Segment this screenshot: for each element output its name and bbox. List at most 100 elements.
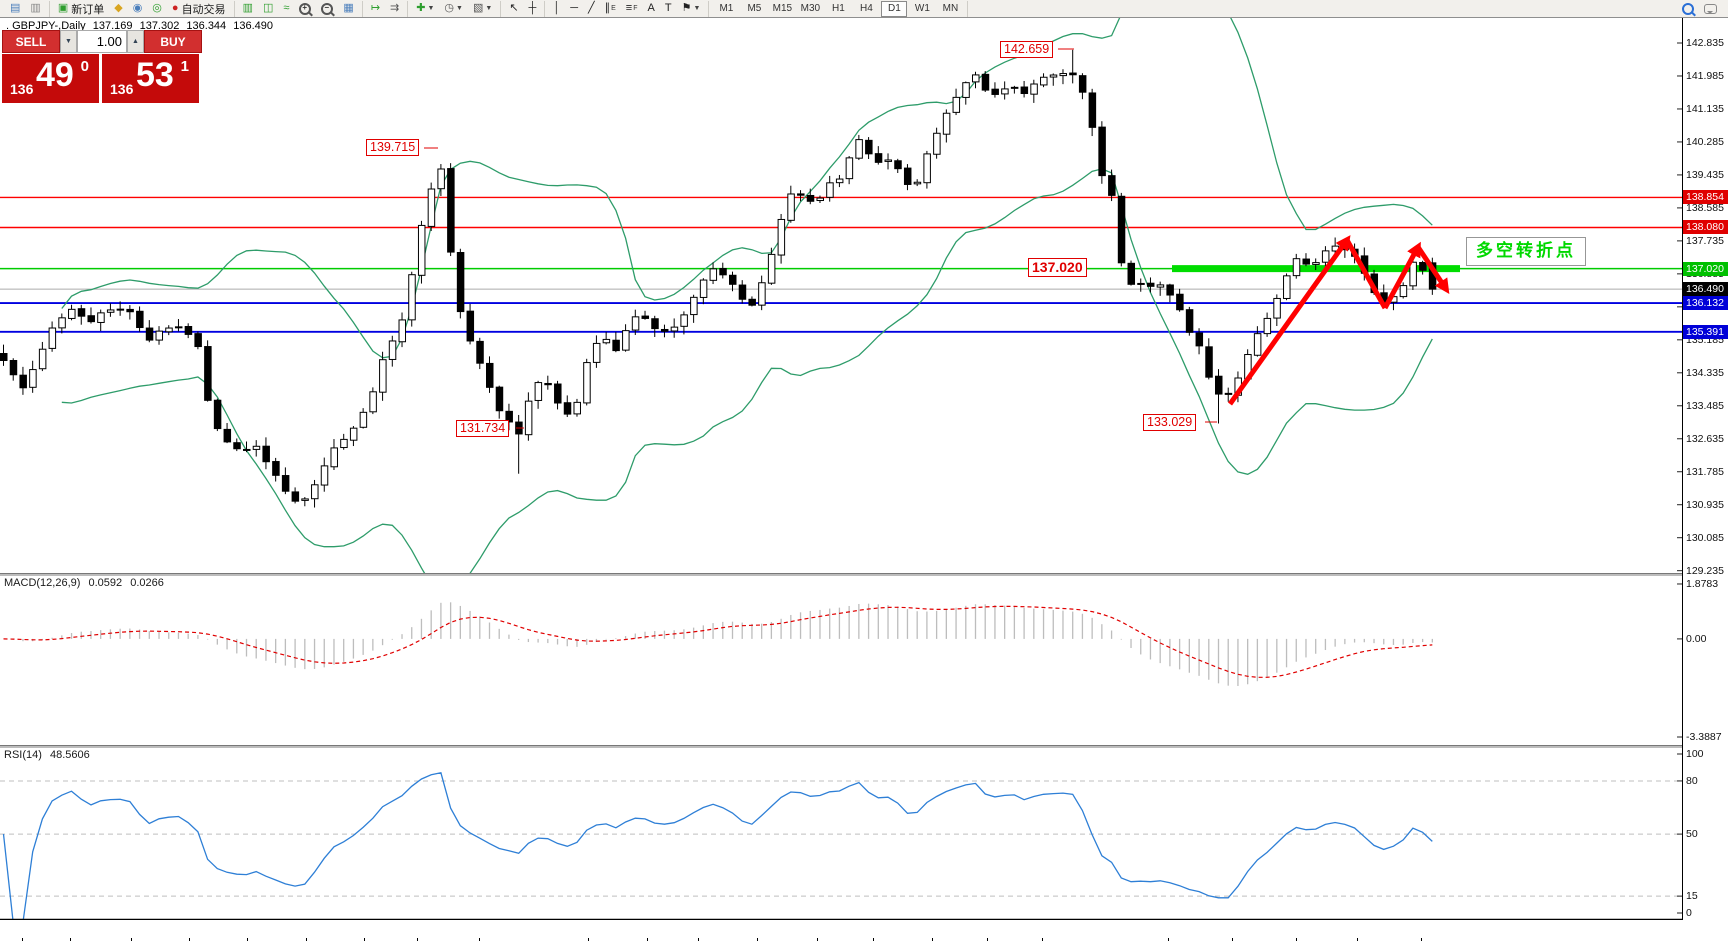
market-button[interactable]: ◆ — [110, 0, 126, 17]
text-button[interactable]: A — [644, 0, 659, 17]
vertical-line-button[interactable]: │ — [549, 0, 564, 17]
chart-area: 142.835 141.985 141.135 140.285 139.435 138.5… — [0, 18, 1728, 942]
cursor-button[interactable]: ↖ — [505, 0, 522, 17]
autotrading-button[interactable]: ● 自动交易 — [168, 0, 230, 17]
macd-signal-line — [3, 605, 1433, 678]
equidistant-channel-button[interactable]: ∥ E — [604, 2, 616, 14]
time-tick — [757, 938, 758, 941]
volume-down-button[interactable]: ▼ — [60, 30, 77, 53]
horizontal-line-button[interactable]: ─ — [566, 0, 582, 17]
zoom-in-icon: + — [299, 2, 312, 15]
time-tick — [873, 938, 874, 941]
timeframe-W1[interactable]: W1 — [914, 2, 930, 14]
quote-high: 137.302 — [139, 20, 180, 32]
profiles-button[interactable]: ▥ — [26, 0, 44, 17]
price-tick: 132.635 — [1686, 432, 1724, 445]
rsi-tick: 80 — [1686, 774, 1698, 787]
tile-windows-icon: ▦ — [343, 2, 354, 14]
price-badge: 138.080 — [1683, 220, 1728, 235]
auto-scroll-icon: ↦ — [370, 2, 381, 14]
buy-price-prefix: 136 — [110, 81, 134, 97]
chart-shift-button[interactable]: ⇉ — [386, 0, 403, 17]
indicators-dropdown-icon[interactable]: ▼ — [427, 5, 435, 12]
price-label-annotation[interactable]: 139.715 — [366, 139, 420, 156]
zoom-out-button[interactable]: − — [317, 0, 337, 17]
community-button[interactable]: ◉ — [129, 0, 147, 17]
price-label-annotation[interactable]: 137.020 — [1028, 258, 1087, 277]
templates-button[interactable]: ▧ ▼ — [469, 0, 496, 17]
turning-point-note[interactable]: 多空转折点 — [1466, 237, 1586, 266]
price-badge: 138.854 — [1683, 190, 1728, 205]
chart-shift-icon: ⇉ — [390, 2, 400, 14]
time-tick — [247, 938, 248, 941]
chart-canvas[interactable] — [0, 18, 1683, 920]
templates-dropdown-icon[interactable]: ▼ — [485, 5, 493, 12]
time-tick — [1168, 938, 1169, 941]
volume-up-button[interactable]: ▲ — [127, 30, 144, 53]
bar-chart-button[interactable]: ▥ — [239, 0, 257, 17]
price-tick: 134.335 — [1686, 366, 1724, 379]
sell-price-prefix: 136 — [10, 81, 34, 97]
trend-arrow[interactable] — [1344, 238, 1388, 310]
timeframe-M5[interactable]: M5 — [747, 2, 762, 14]
sell-price-tile[interactable]: 136 49 0 — [2, 54, 99, 103]
quote-low: 136.344 — [186, 20, 227, 32]
arrows-dropdown-icon[interactable]: ▼ — [693, 5, 701, 12]
text-label-button[interactable]: T — [661, 0, 676, 17]
timeframe-M30[interactable]: M30 — [800, 2, 821, 14]
quote-line: . GBPJPY-,Daily 137.169 137.302 136.344 … — [6, 20, 277, 32]
timeframe-M1[interactable]: M1 — [719, 2, 734, 14]
price-label-annotation[interactable]: 131.734 — [456, 420, 510, 437]
signals-icon: ◎ — [152, 2, 162, 14]
trend-arrow[interactable] — [1415, 245, 1450, 294]
new-chart-button[interactable]: ▤ — [6, 0, 24, 17]
time-tick — [22, 938, 23, 941]
fibonacci-button[interactable]: ≡ F — [625, 2, 638, 14]
one-click-trading-panel: SELL ▼ ▲ BUY 136 49 0 136 53 1 — [2, 30, 202, 103]
tile-windows-button[interactable]: ▦ — [339, 0, 357, 17]
new-order-button[interactable]: ▣ 新订单 — [54, 0, 108, 17]
volume-input[interactable] — [78, 31, 126, 52]
price-tick: 138.585 — [1686, 201, 1724, 214]
timeframe-H1[interactable]: H1 — [831, 2, 845, 14]
time-tick — [932, 938, 933, 941]
timeframe-H4[interactable]: H4 — [859, 2, 873, 14]
rsi-label: RSI(14) 48.5606 — [4, 749, 95, 761]
candle-chart-button[interactable]: ◫ — [259, 0, 277, 17]
timeframe-D1[interactable]: D1 — [881, 0, 908, 17]
price-label-annotation[interactable]: 142.659 — [1000, 41, 1054, 58]
time-tick — [698, 938, 699, 941]
sell-button[interactable]: SELL — [2, 30, 60, 53]
timeframe-M15[interactable]: M15 — [772, 2, 793, 14]
price-label-annotation[interactable]: 133.029 — [1143, 414, 1197, 431]
indicators-button[interactable]: ✚ ▼ — [412, 0, 438, 17]
periods-dropdown-icon[interactable]: ▼ — [456, 5, 463, 12]
price-tick: 141.985 — [1686, 69, 1724, 82]
trend-arrow[interactable] — [1382, 241, 1421, 310]
crosshair-button[interactable]: ┼ — [525, 0, 541, 17]
trend-arrow[interactable] — [1227, 235, 1351, 406]
vertical-line-icon: │ — [553, 2, 561, 14]
buy-price-tile[interactable]: 136 53 1 — [102, 54, 199, 103]
time-tick — [306, 938, 307, 941]
chat-button[interactable] — [1700, 0, 1721, 17]
search-button[interactable] — [1678, 0, 1698, 17]
buy-button[interactable]: BUY — [144, 30, 202, 53]
trendline-button[interactable]: ╱ — [584, 0, 599, 17]
signals-button[interactable]: ◎ — [148, 0, 166, 17]
rsi-tick: 50 — [1686, 828, 1698, 841]
time-tick — [1296, 938, 1297, 941]
line-chart-button[interactable]: ≈ — [279, 0, 293, 17]
zoom-in-button[interactable]: + — [295, 0, 315, 17]
periods-button[interactable]: ◷ ▼ — [440, 0, 467, 17]
rsi-pane — [0, 772, 1682, 920]
price-tick: 133.485 — [1686, 399, 1724, 412]
market-icon: ◆ — [114, 2, 123, 14]
time-tick — [1042, 938, 1043, 941]
autotrading-icon: ● — [171, 2, 179, 14]
arrows-button[interactable]: ⚑ ▼ — [678, 0, 705, 17]
chat-icon — [1704, 3, 1717, 14]
templates-icon: ▧ — [472, 2, 484, 14]
auto-scroll-button[interactable]: ↦ — [367, 0, 384, 17]
timeframe-MN[interactable]: MN — [942, 2, 959, 14]
